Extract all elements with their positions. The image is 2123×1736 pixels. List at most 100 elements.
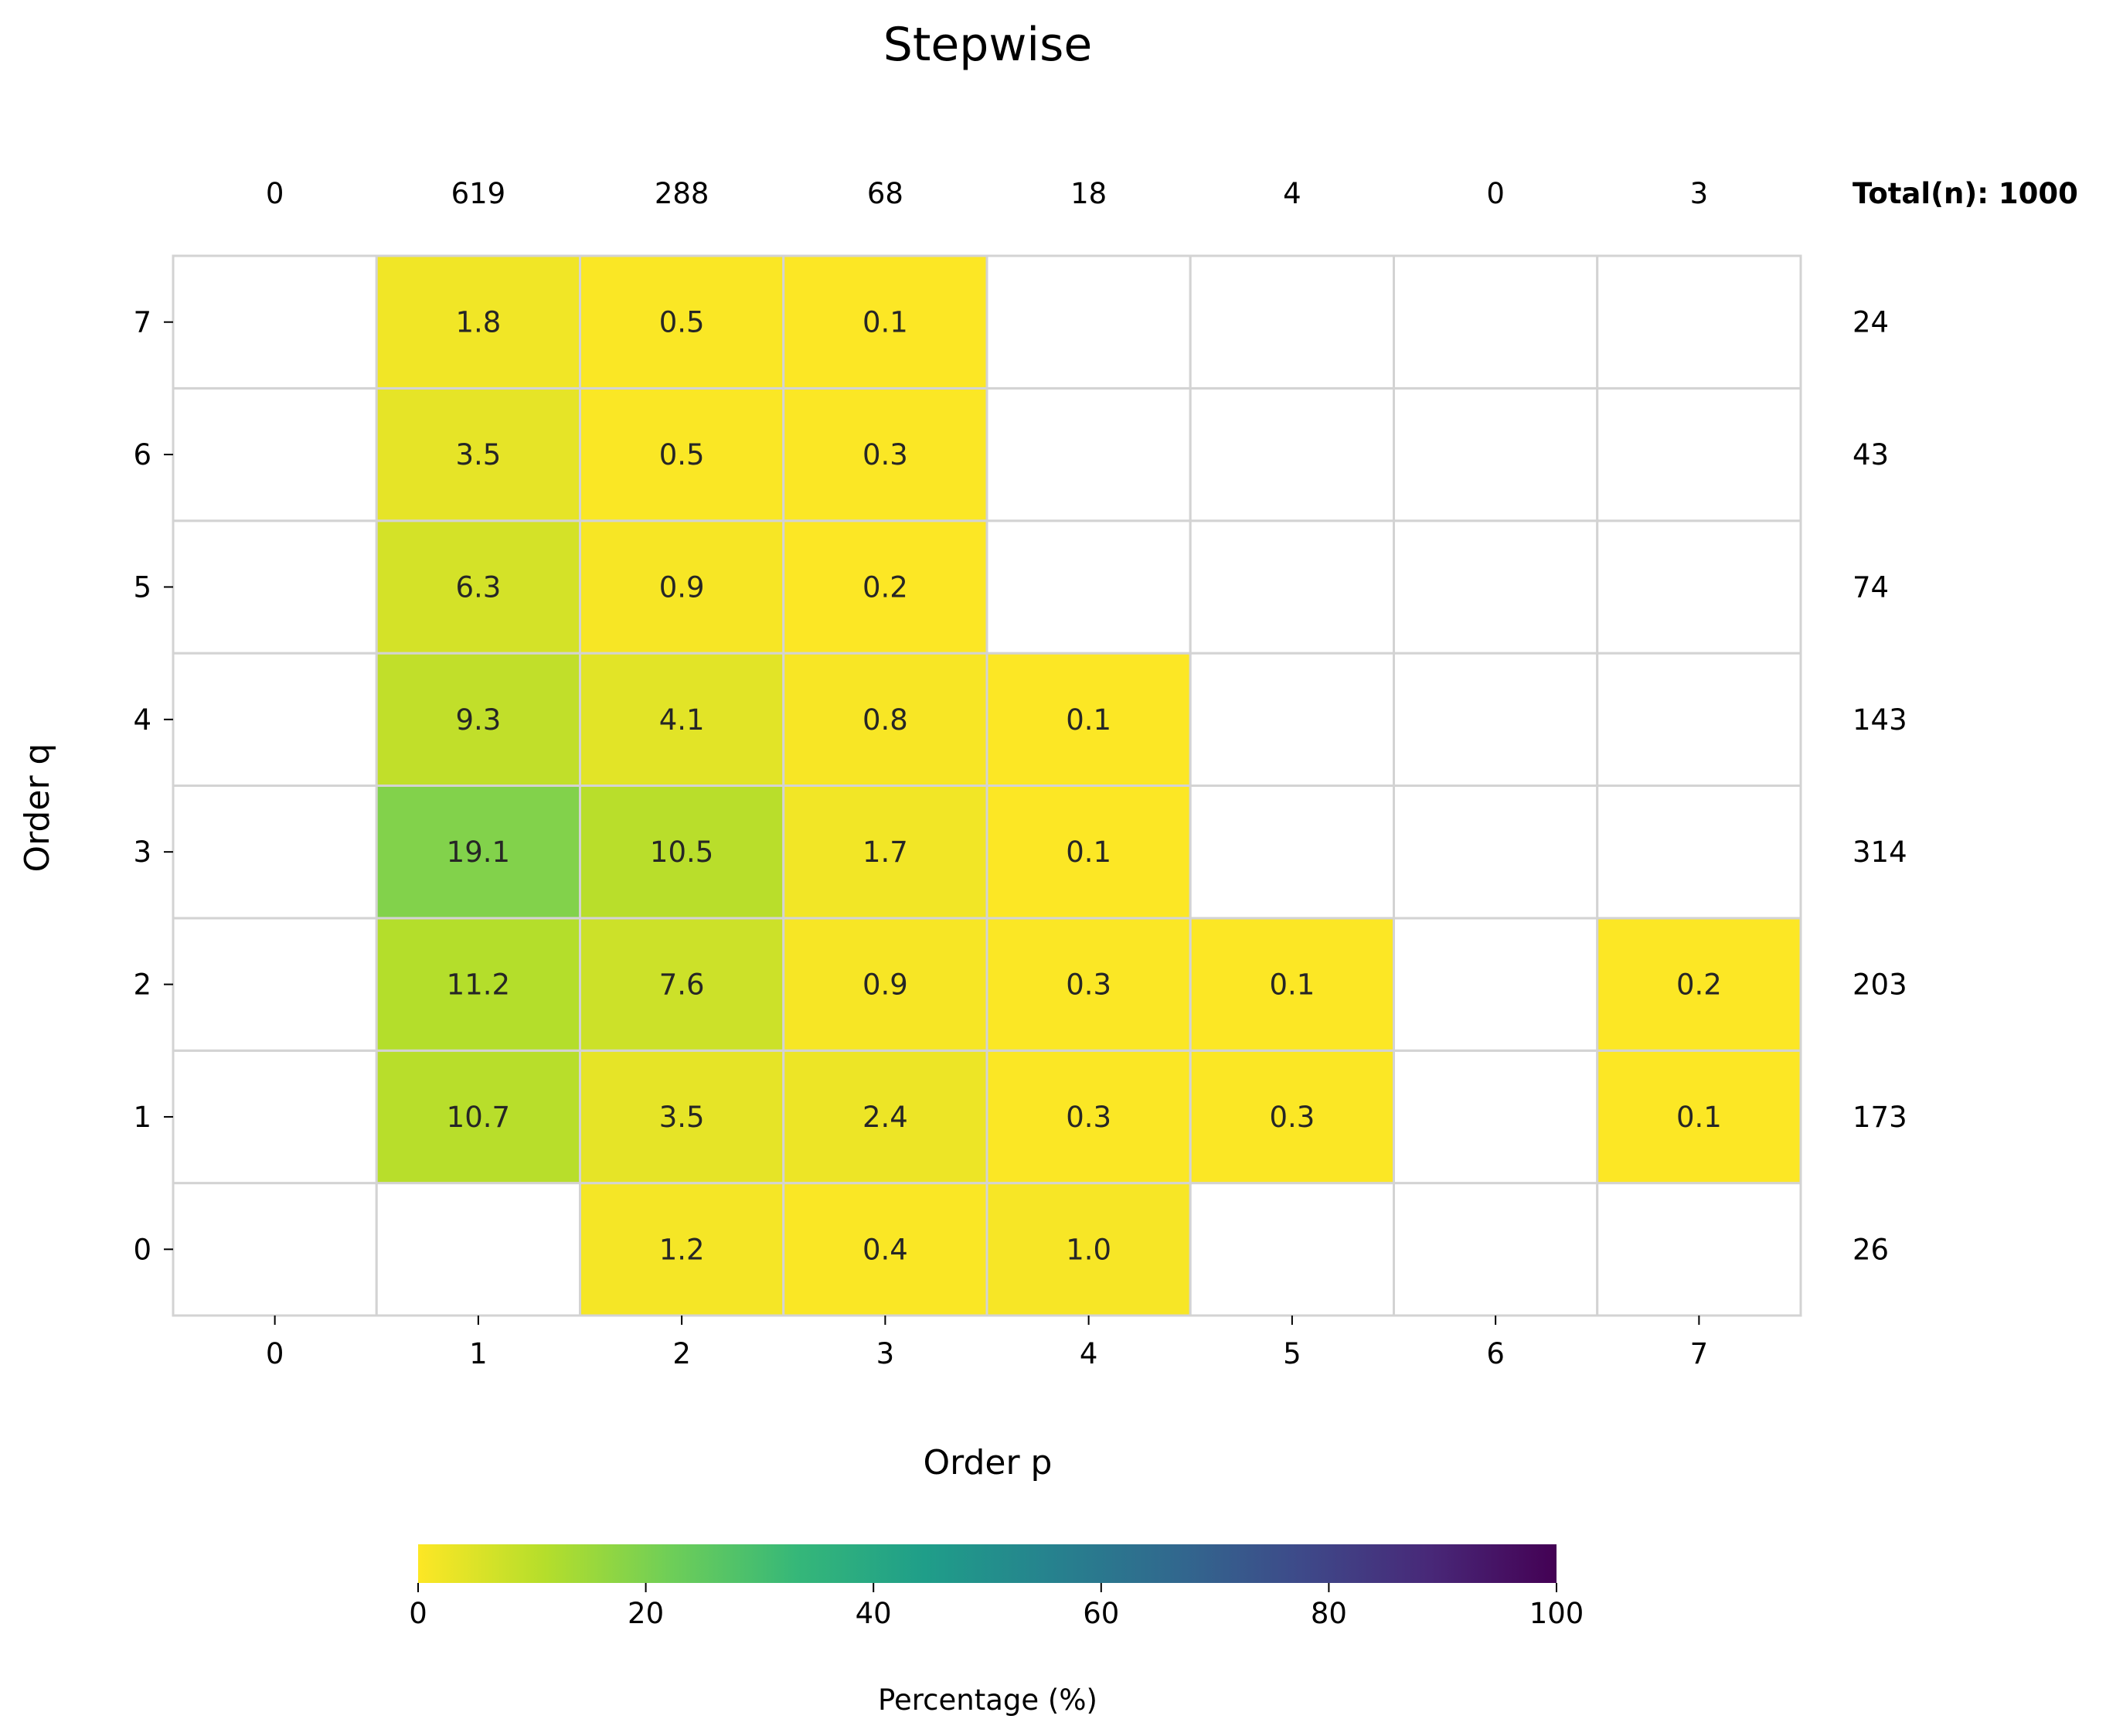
colorbar-gradient: [418, 1544, 1557, 1583]
heatmap-cell: [1189, 519, 1395, 655]
colorbar-tick-label: 20: [628, 1597, 664, 1630]
cell-value-label: 7.6: [659, 968, 705, 1002]
row-total-label: 43: [1853, 438, 1889, 471]
cell-value-label: 0.2: [1676, 968, 1722, 1002]
column-total-label: 0: [266, 177, 284, 210]
heatmap-cell: [579, 254, 785, 390]
colorbar-label: Percentage (%): [878, 1683, 1097, 1717]
heatmap-cell: [172, 1049, 378, 1185]
colorbar: 0 20 40 60 80 100 Percentage (%): [409, 1544, 1584, 1717]
x-tick-label: 4: [1080, 1337, 1098, 1370]
cell-value-label: 0.1: [862, 306, 908, 339]
column-total-label: 3: [1690, 177, 1709, 210]
cell-value-label: 0.3: [1269, 1101, 1315, 1134]
cell-value-label: 11.2: [447, 968, 510, 1002]
heatmap-cell: [1596, 386, 1802, 523]
cell-value-label: 1.7: [862, 836, 908, 869]
total-count-label: Total(n): 1000: [1853, 177, 2078, 210]
heatmap-cell: [579, 1182, 785, 1317]
cell-value-label: 0.5: [659, 438, 705, 471]
cell-value-label: 2.4: [862, 1101, 908, 1134]
heatmap-cell: [1596, 917, 1802, 1052]
cell-value-label: 0.4: [862, 1233, 908, 1266]
y-axis-label: Order q: [18, 744, 57, 873]
row-total-label: 26: [1853, 1233, 1889, 1266]
heatmap-cell: [1393, 652, 1599, 787]
cell-value-label: 3.5: [455, 438, 501, 471]
heatmap-cell: [985, 785, 1192, 920]
heatmap-cell: [985, 519, 1192, 655]
cell-value-label: 0.3: [1066, 968, 1111, 1002]
heatmap-cell: [782, 917, 988, 1052]
y-tick-label: 4: [133, 703, 151, 737]
heatmap-cell: [375, 785, 581, 920]
heatmap-cells: 1.2 0.4 1.0 10.7 3.5 2.4 0.3 0.3 0.1 11.2 7.6 0.9 0.…: [172, 254, 1802, 1317]
cell-value-label: 19.1: [447, 836, 510, 869]
x-tick-label: 3: [876, 1337, 895, 1370]
colorbar-tick-label: 40: [856, 1597, 892, 1630]
heatmap-cell: [985, 917, 1192, 1052]
cell-value-label: 6.3: [455, 570, 501, 604]
heatmap-cell: [782, 1049, 988, 1185]
cell-value-label: 0.9: [659, 570, 705, 604]
x-tick-label: 7: [1690, 1337, 1709, 1370]
y-tick-label: 1: [133, 1101, 151, 1134]
x-tick-label: 6: [1486, 1337, 1505, 1370]
heatmap-cell: [1393, 386, 1599, 523]
heatmap-cell: [1596, 1049, 1802, 1185]
heatmap-cell: [172, 1182, 378, 1317]
heatmap-cell: [1596, 785, 1802, 920]
heatmap-cell: [782, 785, 988, 920]
heatmap-cell: [1393, 1049, 1599, 1185]
cell-value-label: 0.5: [659, 306, 705, 339]
cell-value-label: 1.8: [455, 306, 501, 339]
y-tick-label: 3: [133, 836, 151, 869]
y-tick-label: 6: [133, 438, 151, 471]
heatmap-cell: [375, 917, 581, 1052]
colorbar-tick-label: 0: [409, 1597, 427, 1630]
cell-value-label: 4.1: [659, 703, 705, 737]
heatmap-cell: [1189, 1049, 1395, 1185]
row-totals: 26 173 203 314 143 74 43 24: [1853, 306, 1907, 1267]
y-tick-label: 7: [133, 306, 151, 339]
cell-value-label: 0.8: [862, 703, 908, 737]
column-total-label: 4: [1283, 177, 1301, 210]
heatmap-cell: [1393, 917, 1599, 1052]
y-tick-label: 0: [133, 1233, 151, 1266]
heatmap-cell: [579, 519, 785, 655]
heatmap-cell: [172, 254, 378, 390]
row-total-label: 74: [1853, 570, 1889, 604]
cell-value-label: 10.7: [447, 1101, 510, 1134]
cell-value-label: 0.1: [1269, 968, 1315, 1002]
chart-title: Stepwise: [883, 18, 1093, 72]
y-tick-label: 5: [133, 570, 151, 604]
x-tick-label: 5: [1283, 1337, 1301, 1370]
cell-value-label: 1.2: [659, 1233, 705, 1266]
heatmap-cell: [1393, 254, 1599, 390]
column-total-label: 619: [451, 177, 506, 210]
heatmap-cell: [782, 386, 988, 523]
heatmap-cell: [375, 386, 581, 523]
cell-value-label: 0.9: [862, 968, 908, 1002]
cell-value-label: 0.3: [862, 438, 908, 471]
heatmap-cell: [1393, 1182, 1599, 1317]
x-tick-label: 0: [266, 1337, 284, 1370]
cell-value-label: 0.2: [862, 570, 908, 604]
x-axis-ticks: 0 1 2 3 4 5 6 7: [266, 1316, 1708, 1370]
heatmap-cell: [1596, 652, 1802, 787]
heatmap-cell: [172, 652, 378, 787]
row-total-label: 203: [1853, 968, 1907, 1002]
heatmap-cell: [172, 519, 378, 655]
column-total-label: 288: [655, 177, 709, 210]
heatmap-cell: [985, 1049, 1192, 1185]
heatmap-cell: [1596, 519, 1802, 655]
heatmap-cell: [1189, 652, 1395, 787]
heatmap-cell: [985, 254, 1192, 390]
colorbar-ticks: 0 20 40 60 80 100: [409, 1583, 1584, 1630]
heatmap-cell: [172, 785, 378, 920]
heatmap-cell: [579, 386, 785, 523]
heatmap-cell: [782, 1182, 988, 1317]
cell-value-label: 3.5: [659, 1101, 705, 1134]
cell-value-label: 0.1: [1066, 703, 1111, 737]
